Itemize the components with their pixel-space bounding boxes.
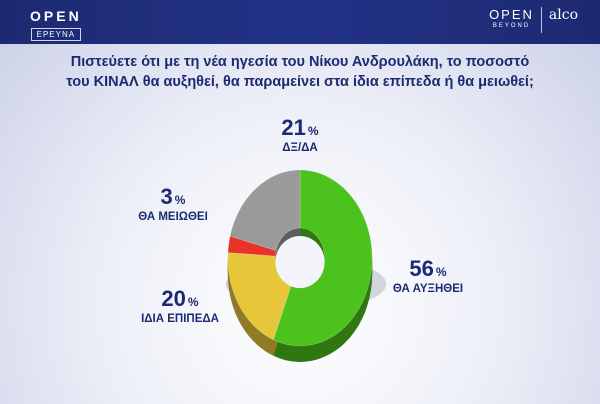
value-dont-know: 21 bbox=[281, 115, 306, 140]
pct-same-level: % bbox=[187, 295, 199, 309]
top-banner: OPEN ΕΡΕΥΝΑ OPEN BEYOND alco bbox=[0, 0, 600, 44]
value-increase: 56 bbox=[409, 256, 434, 281]
question-line-1: Πιστεύετε ότι με τη νέα ηγεσία του Νίκου… bbox=[70, 54, 530, 70]
label-decrease: 3% ΘΑ ΜΕΙΩΘΕΙ bbox=[128, 184, 218, 224]
value-decrease: 3 bbox=[160, 184, 173, 209]
partner-logos: OPEN BEYOND alco bbox=[489, 7, 578, 33]
category-same-level: ΙΔΙΑ ΕΠΙΠΕΔΑ bbox=[141, 313, 219, 325]
survey-question: Πιστεύετε ότι με τη νέα ηγεσία του Νίκου… bbox=[0, 52, 600, 92]
category-increase: ΘΑ ΑΥΞΗΘΕΙ bbox=[392, 283, 464, 295]
slice-3 bbox=[229, 169, 301, 251]
alco-logo: alco bbox=[549, 7, 578, 23]
label-increase: 56% ΘΑ ΑΥΞΗΘΕΙ bbox=[388, 256, 468, 296]
category-decrease: ΘΑ ΜΕΙΩΘΕΙ bbox=[138, 211, 208, 223]
logo-divider bbox=[540, 7, 542, 33]
pct-dont-know: % bbox=[307, 124, 319, 138]
category-dont-know: ΔΞ/ΔΑ bbox=[282, 142, 318, 154]
erevna-logo-text: ΕΡΕΥΝΑ bbox=[30, 28, 82, 41]
open-beyond-logo: OPEN BEYOND bbox=[489, 7, 534, 29]
pct-increase: % bbox=[435, 265, 447, 279]
open-logo-text: OPEN bbox=[30, 8, 82, 24]
question-line-2: του ΚΙΝΑΛ θα αυξηθεί, θα παραμείνει στα … bbox=[66, 74, 534, 90]
alco-logo-text: alco bbox=[548, 7, 578, 23]
open-beyond-logo-text: OPEN bbox=[489, 7, 534, 22]
value-same-level: 20 bbox=[161, 286, 186, 311]
open-erevna-logo: OPEN ΕΡΕΥΝΑ bbox=[30, 8, 82, 42]
pct-decrease: % bbox=[174, 193, 186, 207]
label-dont-know: 21% ΔΞ/ΔΑ bbox=[260, 115, 340, 155]
beyond-logo-text: BEYOND bbox=[492, 23, 531, 29]
label-same-level: 20% ΙΔΙΑ ΕΠΙΠΕΔΑ bbox=[130, 286, 230, 326]
donut-hole bbox=[275, 236, 325, 288]
